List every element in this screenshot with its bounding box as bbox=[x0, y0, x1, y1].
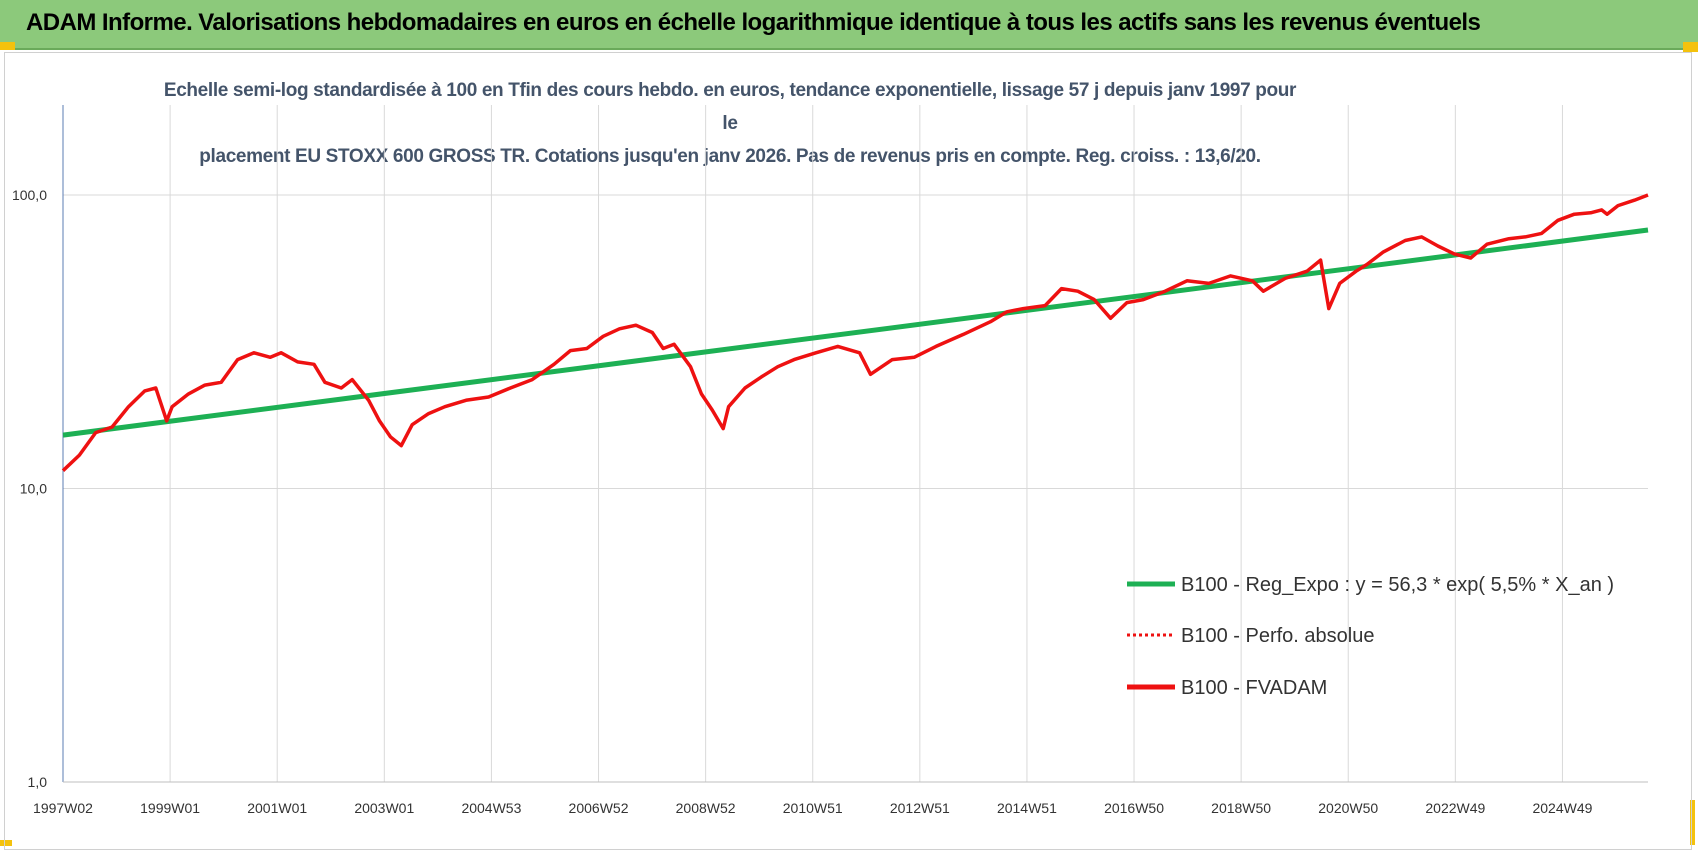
legend-label: B100 - Perfo. absolue bbox=[1181, 625, 1374, 647]
series-lines bbox=[61, 193, 1649, 472]
page-title: ADAM Informe. Valorisations hebdomadaire… bbox=[26, 9, 1481, 36]
legend-label: B100 - Reg_Expo : y = 56,3 * exp( 5,5% *… bbox=[1181, 574, 1614, 596]
x-tick-labels: 1997W02 1999W01 2001W01 2003W01 2004W53 2006W… bbox=[33, 800, 1593, 816]
legend: B100 - Reg_Expo : y = 56,3 * exp( 5,5% *… bbox=[1127, 574, 1614, 699]
y-tick-label: 1,0 bbox=[28, 774, 48, 790]
corner-marker-bottom-left bbox=[0, 840, 12, 846]
chart-title: Echelle semi-log standardisée à 100 en T… bbox=[160, 74, 1300, 173]
corner-marker-bottom-right bbox=[1690, 800, 1695, 845]
x-tick-label: 2022W49 bbox=[1425, 800, 1485, 816]
x-tick-label: 2020W50 bbox=[1318, 800, 1378, 816]
x-tick-label: 1997W02 bbox=[33, 800, 93, 816]
x-tick-label: 2012W51 bbox=[890, 800, 950, 816]
x-tick-label: 2008W52 bbox=[676, 800, 736, 816]
x-tick-label: 2024W49 bbox=[1532, 800, 1592, 816]
series-line-reg-expo bbox=[62, 227, 1649, 438]
x-tick-label: 2001W01 bbox=[247, 800, 307, 816]
corner-marker-right bbox=[1683, 42, 1698, 52]
x-tick-label: 2006W52 bbox=[569, 800, 629, 816]
chart-title-line-2: placement EU STOXX 600 GROSS TR. Cotatio… bbox=[199, 146, 1261, 167]
x-tick-label: 2003W01 bbox=[354, 800, 414, 816]
y-tick-labels: 1,0 10,0 100,0 bbox=[12, 187, 47, 790]
header-bar: ADAM Informe. Valorisations hebdomadaire… bbox=[0, 0, 1698, 50]
y-tick-label: 100,0 bbox=[12, 187, 47, 203]
x-tick-label: 2004W53 bbox=[461, 800, 521, 816]
y-tick-label: 10,0 bbox=[20, 481, 47, 497]
x-tick-label: 2016W50 bbox=[1104, 800, 1164, 816]
chart-frame bbox=[4, 52, 1692, 850]
series-line-fvadam bbox=[61, 193, 1649, 472]
grid-lines bbox=[62, 105, 1648, 783]
chart-title-line-1: Echelle semi-log standardisée à 100 en T… bbox=[163, 80, 1297, 134]
corner-marker-left bbox=[0, 42, 15, 50]
x-tick-label: 2010W51 bbox=[783, 800, 843, 816]
x-tick-label: 1999W01 bbox=[140, 800, 200, 816]
x-tick-label: 2018W50 bbox=[1211, 800, 1271, 816]
x-tick-label: 2014W51 bbox=[997, 800, 1057, 816]
legend-label: B100 - FVADAM bbox=[1181, 677, 1327, 699]
